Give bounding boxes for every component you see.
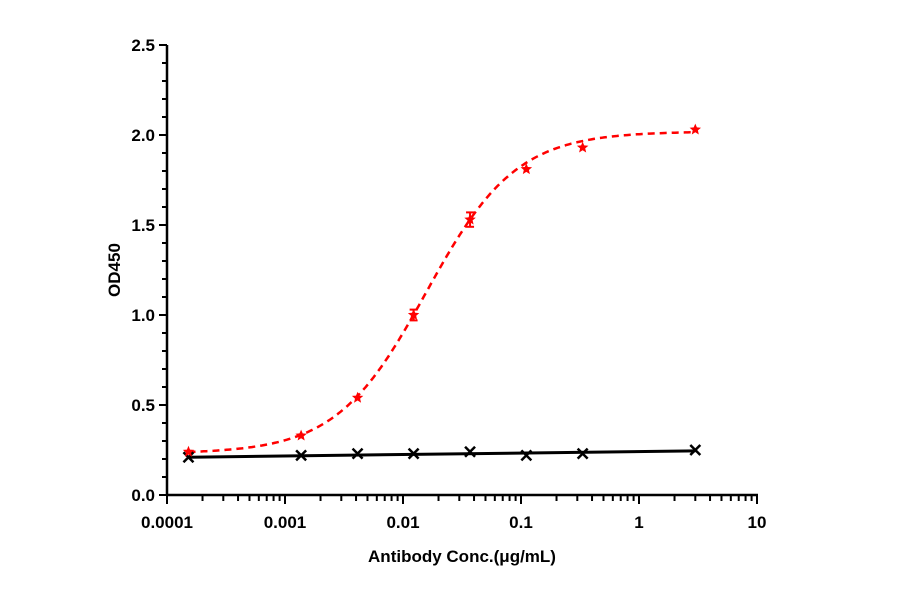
- x-tick-label: 0.1: [509, 513, 533, 532]
- red-point: [407, 309, 420, 320]
- x-tick-label: 0.001: [264, 513, 307, 532]
- black-point: [689, 444, 702, 456]
- red-point: [182, 445, 195, 457]
- black-marker-stroke: [689, 444, 702, 456]
- black-point: [520, 449, 533, 462]
- red-point: [520, 163, 533, 175]
- y-tick-label: 1.5: [131, 216, 155, 235]
- red-point: [576, 141, 589, 153]
- black-marker-stroke: [407, 447, 420, 460]
- y-tick-label: 2.0: [131, 126, 155, 145]
- black-marker-stroke: [464, 445, 476, 458]
- y-tick-label: 1.0: [131, 306, 155, 325]
- black-point: [407, 447, 420, 460]
- x-tick-label: 0.0001: [141, 513, 193, 532]
- x-axis-label: Antibody Conc.(μg/mL): [368, 547, 556, 566]
- black-marker-stroke: [576, 447, 589, 460]
- black-marker-stroke: [351, 447, 364, 460]
- black-point: [182, 451, 195, 464]
- x-tick-label: 0.01: [386, 513, 419, 532]
- y-tick-label: 2.5: [131, 36, 155, 55]
- black-marker-stroke: [520, 449, 533, 462]
- black-marker-stroke: [295, 449, 308, 462]
- red-fit-curve: [188, 130, 696, 454]
- x-tick-label: 10: [748, 513, 767, 532]
- y-axis-label: OD450: [105, 243, 124, 297]
- red-point: [689, 123, 701, 135]
- y-tick-label: 0.0: [131, 486, 155, 505]
- data-points: [182, 123, 702, 464]
- red-point: [351, 391, 364, 403]
- red-point: [464, 213, 476, 225]
- fit-curves: [188, 130, 696, 459]
- red-point: [295, 429, 307, 441]
- y-tick-label: 0.5: [131, 396, 155, 415]
- black-point: [576, 447, 589, 460]
- black-point: [295, 449, 308, 462]
- black-point: [464, 445, 476, 458]
- x-tick-label: 1: [634, 513, 643, 532]
- black-fit-line: [188, 449, 696, 459]
- black-point: [351, 447, 364, 460]
- black-marker-stroke: [182, 451, 195, 464]
- axes: 0.0 0.5 1.0 1.5 2.0 2.5 0.0001 0.001 0.01 0.1 1 10: [131, 36, 766, 532]
